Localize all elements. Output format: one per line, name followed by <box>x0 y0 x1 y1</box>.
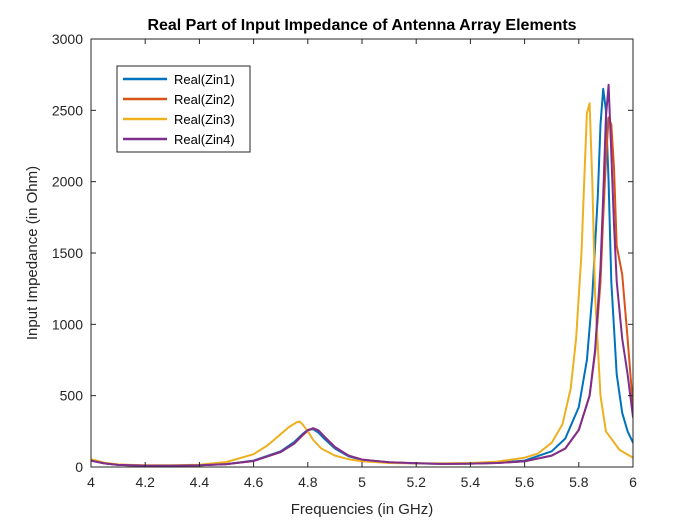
x-tick-label: 5.4 <box>461 474 481 490</box>
legend-entry-4: Real(Zin4) <box>174 132 235 147</box>
legend: Real(Zin1) Real(Zin2) Real(Zin3) Real(Zin4) <box>116 65 251 153</box>
x-tick-label: 5 <box>358 474 366 490</box>
y-tick-label: 1000 <box>52 316 83 332</box>
y-tick-label: 2000 <box>52 174 83 190</box>
legend-box <box>116 65 251 153</box>
x-tick-label: 5.8 <box>569 474 589 490</box>
y-axis-ticks: 0 500 1000 1500 2000 2500 3000 <box>52 31 633 475</box>
x-tick-label: 5.6 <box>515 474 535 490</box>
x-tick-label: 4.8 <box>298 474 318 490</box>
y-tick-label: 500 <box>60 388 84 404</box>
x-tick-label: 4.6 <box>244 474 264 490</box>
x-axis-ticks: 4 4.2 4.4 4.6 4.8 5 5.2 5.4 5.6 5.8 6 <box>87 39 637 490</box>
y-tick-label: 1500 <box>52 245 83 261</box>
x-tick-label: 4 <box>87 474 95 490</box>
x-tick-label: 6 <box>629 474 637 490</box>
legend-entry-2: Real(Zin2) <box>174 92 235 107</box>
y-tick-label: 0 <box>75 459 83 475</box>
chart-title: Real Part of Input Impedance of Antenna … <box>147 17 576 34</box>
y-tick-label: 3000 <box>52 31 83 47</box>
legend-entry-1: Real(Zin1) <box>174 72 235 87</box>
y-axis-label: Input Impedance (in Ohm) <box>24 166 41 340</box>
x-tick-label: 5.2 <box>406 474 426 490</box>
y-tick-label: 2500 <box>52 102 83 118</box>
x-tick-label: 4.4 <box>190 474 210 490</box>
x-axis-label: Frequencies (in GHz) <box>291 501 434 518</box>
x-tick-label: 4.2 <box>135 474 155 490</box>
legend-entry-3: Real(Zin3) <box>174 112 235 127</box>
